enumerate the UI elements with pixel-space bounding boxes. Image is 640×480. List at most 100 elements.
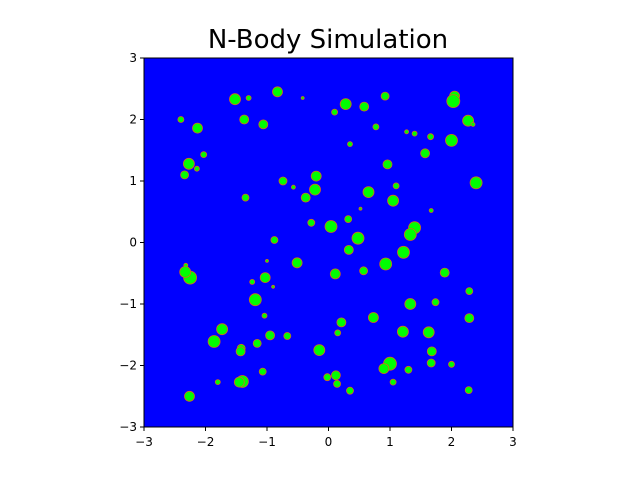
body-point-58 [259, 272, 271, 284]
body-point-92 [333, 379, 342, 388]
body-point-56 [359, 266, 369, 276]
body-point-72 [334, 329, 342, 337]
y-tick-label: 2 [129, 113, 137, 127]
plot-area [144, 58, 513, 427]
body-point-14 [372, 123, 380, 131]
body-point-86 [258, 367, 267, 376]
x-tick-label: 2 [448, 435, 456, 449]
body-point-47 [343, 244, 354, 255]
body-point-4 [331, 108, 339, 116]
body-point-0 [229, 93, 241, 106]
body-point-55 [329, 268, 341, 280]
body-point-70 [396, 325, 409, 338]
body-point-17 [427, 133, 435, 141]
body-point-64 [431, 298, 440, 307]
body-point-24 [182, 157, 195, 170]
body-point-7 [380, 91, 390, 101]
body-point-84 [378, 363, 390, 375]
body-point-63 [404, 298, 417, 310]
y-tick-label: 0 [129, 236, 137, 250]
body-point-13 [192, 122, 203, 134]
body-point-91 [233, 376, 245, 388]
body-point-23 [200, 151, 208, 159]
body-point-83 [448, 360, 455, 368]
body-point-96 [184, 390, 195, 402]
body-point-46 [270, 236, 279, 244]
x-tick-label: −1 [258, 435, 276, 449]
body-point-79 [313, 344, 326, 357]
x-tick-label: −3 [135, 435, 153, 449]
body-point-78 [235, 346, 246, 357]
body-point-41 [344, 215, 353, 224]
body-point-67 [464, 313, 475, 324]
x-tick-label: 0 [325, 435, 333, 449]
y-tick-label: −1 [119, 297, 137, 311]
body-point-44 [403, 228, 417, 241]
body-point-30 [290, 184, 296, 190]
body-point-76 [252, 338, 262, 348]
y-tick-label: −2 [119, 359, 137, 373]
body-point-40 [307, 218, 316, 227]
body-point-54 [179, 266, 192, 278]
body-point-80 [426, 346, 437, 357]
body-point-61 [465, 287, 474, 296]
body-point-73 [265, 330, 276, 341]
scatter-points [177, 86, 483, 402]
body-point-50 [291, 257, 303, 269]
body-point-82 [426, 358, 436, 368]
body-point-75 [207, 335, 221, 348]
x-tick-label: 1 [386, 435, 394, 449]
body-point-36 [300, 192, 311, 203]
body-point-31 [309, 183, 321, 196]
body-point-38 [358, 206, 363, 211]
body-point-26 [180, 170, 190, 180]
body-point-16 [411, 130, 418, 137]
body-point-94 [346, 386, 354, 395]
body-point-32 [392, 182, 400, 190]
body-point-6 [359, 101, 370, 112]
body-point-29 [278, 176, 288, 186]
body-point-19 [470, 122, 476, 127]
body-point-1 [245, 95, 252, 101]
x-tick-label: −2 [197, 435, 215, 449]
body-point-22 [420, 148, 431, 159]
body-point-21 [347, 141, 353, 148]
body-point-89 [214, 379, 221, 386]
x-tick-label: 3 [509, 435, 517, 449]
body-point-69 [216, 323, 229, 336]
body-point-42 [324, 220, 338, 233]
body-point-25 [193, 165, 200, 172]
body-point-60 [271, 284, 276, 289]
y-tick-label: 3 [129, 51, 137, 65]
body-point-71 [422, 326, 435, 339]
body-point-48 [397, 245, 410, 259]
y-tick-label: 1 [129, 174, 137, 188]
y-axis: −3 −2 −1 0 1 2 3 [119, 51, 144, 434]
body-point-35 [241, 193, 250, 202]
body-point-62 [248, 293, 262, 307]
body-point-10 [177, 116, 185, 123]
body-point-51 [265, 258, 269, 263]
body-point-57 [439, 267, 450, 278]
body-point-37 [387, 194, 400, 207]
body-point-49 [379, 257, 393, 271]
body-point-65 [261, 312, 268, 319]
body-point-28 [310, 170, 322, 182]
body-point-95 [464, 386, 473, 395]
body-point-85 [404, 365, 413, 374]
body-point-66 [367, 312, 379, 323]
body-point-45 [351, 231, 365, 245]
body-point-74 [283, 332, 292, 340]
body-point-88 [330, 370, 341, 381]
body-point-2 [272, 86, 283, 98]
body-point-33 [469, 176, 483, 190]
body-point-20 [445, 133, 458, 147]
body-point-11 [239, 114, 250, 125]
body-point-15 [404, 129, 410, 135]
body-point-5 [339, 98, 352, 110]
body-point-39 [428, 208, 434, 213]
body-point-68 [336, 317, 347, 328]
chart-title: N-Body Simulation [208, 25, 448, 55]
body-point-12 [258, 119, 269, 130]
